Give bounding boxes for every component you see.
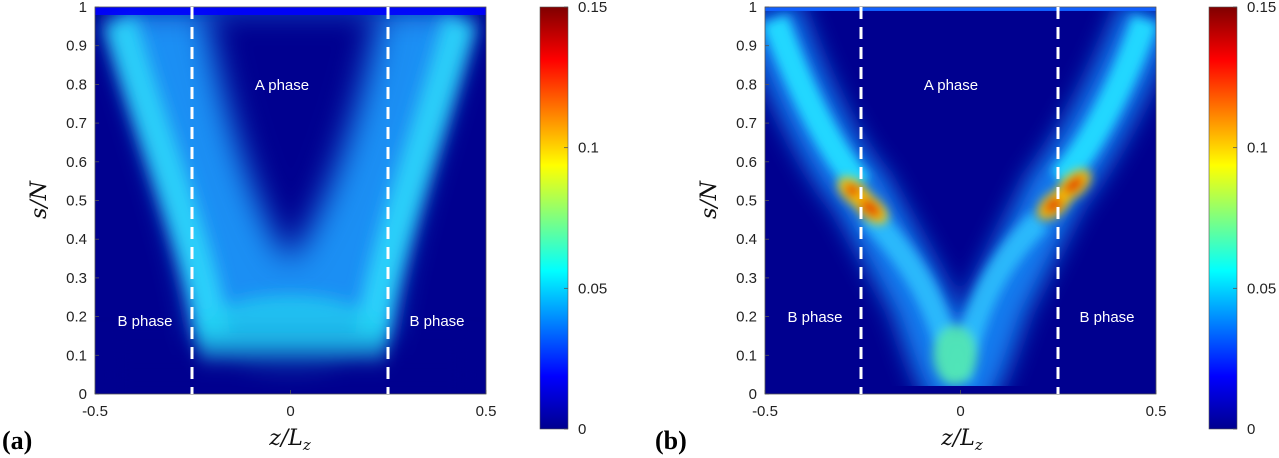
x-tick-label: 0 [956,403,964,420]
y-tick-label: 1 [79,0,87,16]
x-axis-label-b: z/Lz [940,426,983,454]
y-axis-label-a: s/N [27,180,52,219]
y-tick-label: 0.6 [66,154,87,171]
heatmap-a-top-band [95,7,486,15]
axis-ticks-b: -0.5 0 0.500.10.20.30.40.50.60.70.80.91 [736,0,1166,420]
x-tick-label: -0.5 [82,403,108,420]
y-tick-label: 0.1 [66,347,87,364]
heatmap-a-a-phase-core [95,7,486,394]
colorbar-tick-label: 0.05 [578,280,607,297]
y-tick-label: 0.9 [736,38,757,55]
y-axis-label-b: s/N [697,180,722,219]
panel-a: -0.5 0 0.500.10.20.30.40.50.60.70.80.91 A … [2,0,607,455]
y-tick-label: 0.9 [66,38,87,55]
colorbar-tick-label: 0.15 [578,0,607,16]
axis-ticks-a: -0.5 0 0.500.10.20.30.40.50.60.70.80.91 [66,0,496,420]
annotation-a-phase: A phase [255,77,309,94]
y-tick-label: 0.7 [66,115,87,132]
y-tick-label: 0.5 [66,193,87,210]
annotation-b-phase-left: B phase [117,313,172,330]
annotation-a-phase: A phase [924,77,978,94]
colorbar-tick-label: 0 [578,421,586,438]
x-tick-label: 0.5 [476,403,497,420]
y-tick-label: 0.5 [736,193,757,210]
y-tick-label: 0 [749,386,757,403]
heatmap-b-top-band [765,7,1156,11]
colorbar-tick-label: 0.1 [1247,140,1268,157]
panel-label-b: (b) [655,426,687,455]
panel-b: -0.5 0 0.500.10.20.30.40.50.60.70.80.91 A … [655,0,1276,455]
annotation-b-phase-left: B phase [787,309,842,326]
y-tick-label: 0.8 [736,76,757,93]
y-tick-label: 0.2 [736,309,757,326]
x-tick-label: 0.5 [1146,403,1167,420]
y-tick-label: 0.3 [736,270,757,287]
hotspot-core [1043,194,1066,214]
y-tick-label: 0.4 [66,231,87,248]
panel-label-a: (a) [2,426,32,455]
y-tick-label: 1 [749,0,757,16]
y-tick-label: 0.7 [736,115,757,132]
colorbar-ticks-b: 0 0.05 0.1 0.15 [1233,0,1276,438]
colorbar-tick-label: 0 [1247,421,1255,438]
colorbar-a [539,6,569,430]
x-axis-label-a: z/Lz [268,426,311,454]
colorbar-tick-label: 0.1 [578,140,599,157]
y-tick-label: 0.8 [66,76,87,93]
y-tick-label: 0.1 [736,347,757,364]
annotation-b-phase-right: B phase [409,313,464,330]
colorbar-tick-label: 0.05 [1247,280,1276,297]
colorbar-b [1208,6,1238,430]
y-tick-label: 0 [79,386,87,403]
y-tick-label: 0.6 [736,154,757,171]
heatmap-b-ridge-core [765,15,1156,385]
hotspot-core [1063,175,1085,195]
y-tick-label: 0.4 [736,231,757,248]
hotspot-core [859,198,882,218]
x-tick-label: -0.5 [752,403,778,420]
y-tick-label: 0.2 [66,309,87,326]
x-tick-label: 0 [286,403,294,420]
y-tick-label: 0.3 [66,270,87,287]
annotation-b-phase-right: B phase [1079,309,1134,326]
colorbar-tick-label: 0.15 [1247,0,1276,16]
colorbar-ticks-a: 0 0.05 0.1 0.15 [564,0,607,438]
